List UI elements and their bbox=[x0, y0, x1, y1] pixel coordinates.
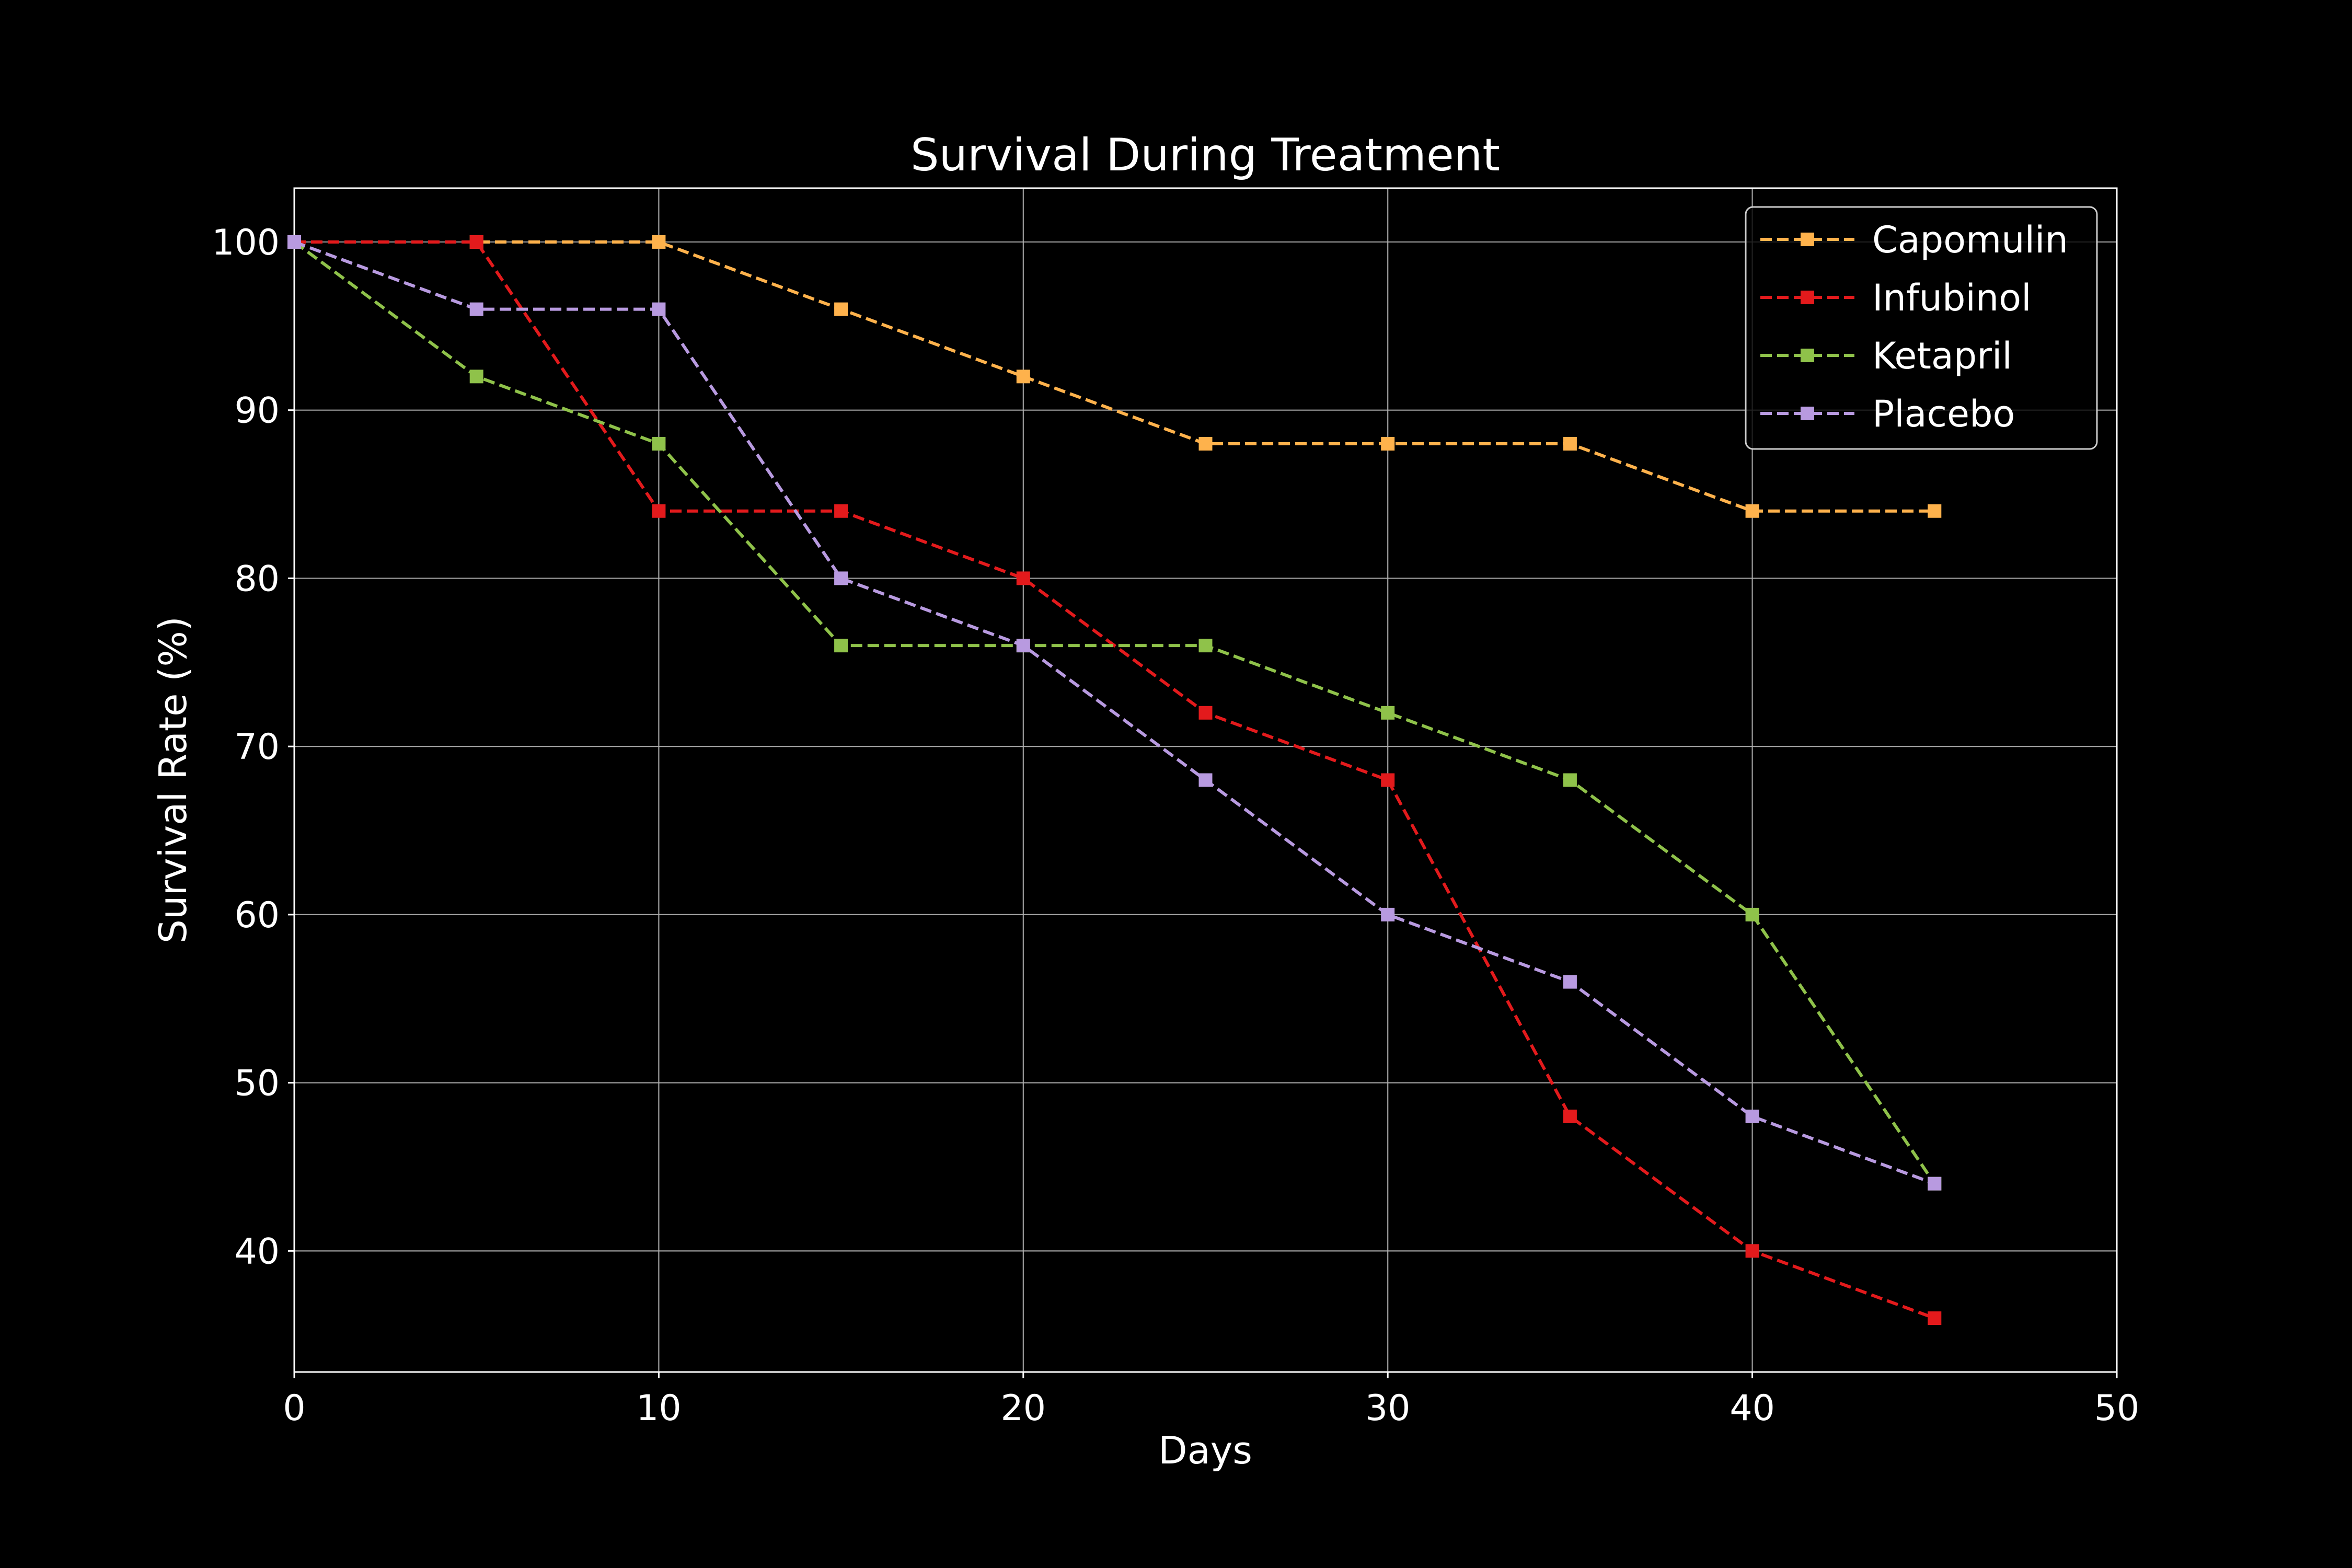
data-point bbox=[1198, 639, 1213, 653]
legend-item-infubinol: Infubinol bbox=[1760, 276, 2032, 319]
data-point bbox=[1563, 773, 1577, 787]
data-point bbox=[834, 302, 848, 316]
data-point bbox=[1563, 1109, 1577, 1123]
chart-title: Survival During Treatment bbox=[910, 129, 1500, 181]
legend-item-ketapril: Ketapril bbox=[1760, 335, 2012, 377]
legend-item-placebo: Placebo bbox=[1760, 393, 2015, 435]
data-point bbox=[1928, 1311, 1942, 1325]
x-tick-label: 0 bbox=[283, 1388, 305, 1429]
legend-frame bbox=[1745, 206, 2098, 450]
legend-label: Infubinol bbox=[1872, 276, 2032, 319]
data-point bbox=[287, 235, 301, 249]
data-point bbox=[1016, 370, 1030, 384]
data-point bbox=[1381, 437, 1395, 451]
data-point bbox=[1745, 907, 1759, 921]
series-placebo bbox=[287, 235, 1942, 1191]
data-point bbox=[469, 302, 483, 316]
series-line-infubinol bbox=[294, 240, 1935, 1320]
data-point bbox=[1016, 571, 1030, 585]
legend-items: Capomulin Infubinol Ketapril Placebo bbox=[1760, 218, 2068, 435]
data-point bbox=[1563, 975, 1577, 989]
y-tick-label: 90 bbox=[234, 390, 280, 432]
data-point bbox=[1198, 773, 1213, 787]
grid bbox=[293, 188, 2118, 1372]
x-tick-label: 10 bbox=[636, 1388, 682, 1429]
data-point bbox=[1745, 504, 1759, 518]
x-tick-label: 30 bbox=[1365, 1388, 1411, 1429]
legend-marker bbox=[1801, 349, 1814, 362]
x-tick-label: 40 bbox=[1730, 1388, 1775, 1429]
legend-marker bbox=[1801, 291, 1814, 304]
y-axis-ticks: 40 50 60 70 80 90 100 bbox=[212, 222, 294, 1272]
legend-label: Placebo bbox=[1872, 393, 2015, 435]
data-point bbox=[1928, 504, 1942, 518]
y-tick-label: 50 bbox=[234, 1063, 280, 1104]
data-point bbox=[1016, 639, 1030, 653]
data-point bbox=[652, 302, 666, 316]
y-tick-label: 100 bbox=[212, 222, 280, 263]
y-tick-label: 60 bbox=[234, 895, 280, 936]
data-point bbox=[469, 235, 483, 249]
data-point bbox=[1563, 437, 1577, 451]
data-point bbox=[1198, 437, 1213, 451]
data-point bbox=[834, 639, 848, 653]
data-point bbox=[652, 437, 666, 451]
data-point bbox=[652, 504, 666, 518]
data-point bbox=[1198, 706, 1213, 720]
y-tick-label: 70 bbox=[234, 727, 280, 768]
data-point bbox=[1381, 773, 1395, 787]
series-line-placebo bbox=[293, 240, 1935, 1185]
x-tick-label: 50 bbox=[2094, 1388, 2140, 1429]
x-tick-label: 20 bbox=[1001, 1388, 1046, 1429]
x-axis-ticks: 0 10 20 30 40 50 bbox=[283, 1372, 2139, 1429]
legend: Capomulin Infubinol Ketapril Placebo bbox=[1745, 206, 2098, 450]
series-line-ketapril bbox=[293, 240, 1936, 1185]
legend-item-capomulin: Capomulin bbox=[1760, 218, 2068, 261]
data-point bbox=[834, 504, 848, 518]
data-point bbox=[834, 571, 848, 585]
legend-marker bbox=[1801, 233, 1814, 246]
series-line-capomulin bbox=[294, 240, 1935, 513]
series-layer bbox=[287, 235, 1942, 1325]
data-point bbox=[1745, 1244, 1759, 1258]
y-tick-label: 80 bbox=[234, 558, 280, 599]
y-tick-label: 40 bbox=[234, 1231, 280, 1272]
data-point bbox=[652, 235, 666, 249]
legend-label: Capomulin bbox=[1872, 218, 2068, 261]
plot-frame bbox=[293, 187, 2118, 1373]
data-point bbox=[469, 370, 483, 384]
data-point bbox=[1745, 1109, 1759, 1123]
legend-label: Ketapril bbox=[1872, 335, 2012, 377]
legend-marker bbox=[1801, 407, 1814, 420]
x-axis-label: Days bbox=[1158, 1428, 1252, 1472]
data-point bbox=[1381, 706, 1395, 720]
y-axis-label: Survival Rate (%) bbox=[151, 616, 195, 943]
data-point bbox=[1928, 1177, 1942, 1191]
data-point bbox=[1381, 907, 1395, 921]
